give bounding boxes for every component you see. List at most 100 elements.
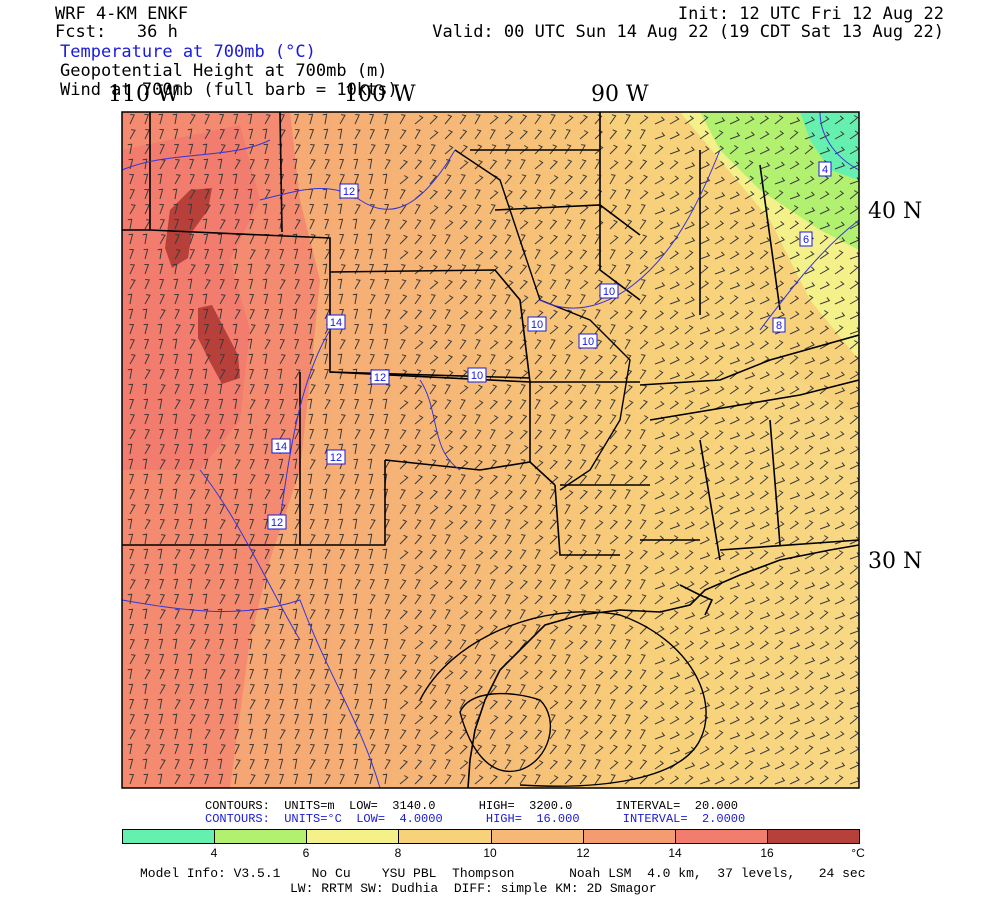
wind-barb: [564, 324, 573, 335]
wind-barb: [234, 219, 240, 230]
wind-barb: [759, 131, 770, 140]
wind-barb: [187, 203, 193, 215]
wind-barb: [714, 476, 725, 485]
wind-barb: [353, 308, 359, 320]
wind-barb: [172, 338, 178, 350]
wind-barb: [489, 699, 498, 710]
wind-barb: [249, 159, 255, 170]
wind-barb: [849, 205, 859, 215]
wind-barb: [489, 534, 498, 545]
wind-barb: [564, 279, 571, 290]
wind-barb: [759, 731, 770, 740]
wind-barb: [774, 761, 785, 770]
wind-barb: [834, 762, 846, 770]
wind-barb: [759, 296, 770, 305]
wind-barb: [744, 206, 755, 215]
wind-barb: [233, 488, 239, 500]
wind-barb: [744, 656, 755, 665]
wind-barb: [353, 158, 359, 170]
wind-barb: [383, 188, 389, 200]
contour-label-box: 4: [818, 161, 832, 177]
wind-barb: [339, 534, 345, 545]
wind-barb: [534, 219, 543, 230]
wind-barb: [624, 414, 631, 425]
wind-barb: [129, 414, 135, 425]
wind-barb: [819, 760, 829, 770]
wind-barb: [173, 728, 179, 740]
wind-barb: [234, 309, 241, 320]
wind-barb: [399, 204, 407, 215]
wind-barb: [579, 159, 587, 170]
wind-barb: [217, 758, 223, 770]
wind-barb: [804, 491, 815, 500]
wind-barb: [654, 207, 666, 215]
wind-barb: [804, 610, 815, 620]
wind-barb: [624, 700, 634, 710]
wind-barb: [444, 579, 453, 590]
wind-barb: [579, 219, 586, 230]
wind-barb: [729, 282, 741, 290]
wind-barb: [534, 114, 542, 125]
wind-barb: [504, 114, 513, 125]
wind-barb: [384, 234, 391, 245]
wind-barb: [534, 535, 544, 545]
wind-barb: [459, 339, 467, 350]
wind-barb: [744, 266, 755, 275]
wind-barb: [804, 282, 816, 290]
wind-barb: [353, 383, 359, 395]
wind-barb: [579, 264, 588, 275]
wind-barb: [699, 146, 710, 155]
wind-barb: [368, 698, 374, 710]
wind-barb: [564, 384, 573, 395]
wind-barb: [744, 235, 754, 245]
wind-barb: [203, 458, 209, 470]
wind-barb: [249, 309, 255, 320]
wind-barb: [699, 252, 711, 260]
wind-barb: [459, 474, 466, 485]
wind-barb: [354, 564, 360, 575]
wind-barb: [564, 399, 573, 410]
wind-barb: [202, 743, 208, 755]
contour-info-low-label: LOW=: [349, 799, 378, 813]
wind-barb: [549, 669, 558, 680]
wind-barb: [714, 192, 726, 200]
wind-barb: [639, 729, 646, 740]
wind-barb: [519, 459, 526, 470]
wind-barb: [309, 594, 315, 605]
wind-barb: [714, 536, 725, 545]
wind-barb: [203, 533, 209, 545]
wind-barb: [594, 714, 603, 725]
wind-barb: [759, 250, 769, 260]
wind-barb: [699, 565, 709, 575]
wind-barb: [849, 715, 859, 725]
wind-barb: [669, 385, 679, 395]
wind-barb: [129, 129, 136, 140]
wind-barb: [594, 429, 603, 440]
wind-barb: [204, 189, 210, 200]
contour-info-interval-label: INTERVAL=: [622, 812, 688, 826]
wind-barb: [294, 369, 301, 380]
wind-barb: [384, 729, 390, 740]
wind-barb: [444, 399, 452, 410]
wind-barb: [564, 759, 573, 770]
wind-barb: [444, 159, 451, 170]
wind-barb: [759, 687, 771, 695]
wind-barb: [654, 357, 666, 365]
wind-barb: [579, 564, 588, 575]
wind-barb: [759, 115, 770, 125]
wind-barb: [189, 189, 196, 200]
wind-barb: [144, 279, 150, 290]
wind-barb: [714, 461, 725, 470]
wind-barb: [324, 144, 330, 155]
wind-barb: [444, 609, 451, 620]
wind-barb: [669, 685, 679, 695]
wind-barb: [774, 130, 785, 140]
wind-barb: [624, 264, 631, 275]
wind-barb: [143, 773, 149, 785]
wind-barb: [127, 143, 133, 155]
wind-barb: [549, 189, 556, 200]
wind-barb: [834, 221, 845, 230]
wind-barb: [157, 623, 163, 635]
wind-barb: [564, 684, 573, 695]
contour-info-high: 16.000: [536, 812, 580, 826]
